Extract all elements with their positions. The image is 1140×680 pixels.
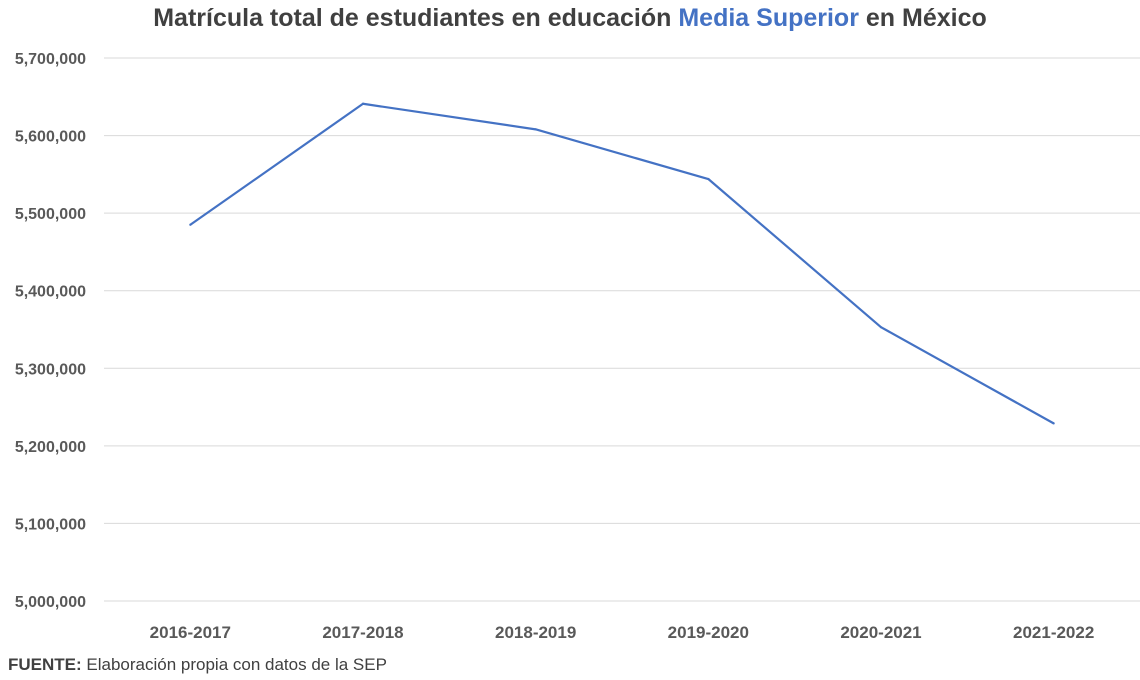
title-part: en México <box>858 4 987 32</box>
source-note: FUENTE: Elaboración propia con datos de … <box>8 655 387 675</box>
data-point <box>534 128 537 131</box>
chart-title: Matrícula total de estudiantes en educac… <box>0 4 1140 33</box>
source-label: FUENTE: <box>8 655 82 674</box>
x-tick-label: 2018-2019 <box>495 623 576 642</box>
series-line <box>189 102 1055 425</box>
data-point <box>189 223 192 226</box>
y-tick-label: 5,200,000 <box>15 439 86 456</box>
y-tick-label: 5,500,000 <box>15 206 86 223</box>
y-tick-label: 5,000,000 <box>15 594 86 611</box>
y-tick-label: 5,600,000 <box>15 129 86 146</box>
title-part: Matrícula total de estudiantes en educac… <box>153 4 679 32</box>
source-text: Elaboración propia con datos de la SEP <box>81 655 387 674</box>
x-tick-label: 2021-2022 <box>1013 623 1094 642</box>
y-tick-label: 5,300,000 <box>15 361 86 378</box>
data-point <box>879 326 883 329</box>
x-tick-label: 2020-2021 <box>840 623 921 642</box>
data-point <box>1052 422 1055 425</box>
x-tick-label: 2017-2018 <box>322 623 403 642</box>
data-point <box>361 102 365 105</box>
x-tick-label: 2016-2017 <box>150 623 231 642</box>
x-tick-label: 2019-2020 <box>668 623 749 642</box>
y-tick-label: 5,100,000 <box>15 516 86 533</box>
y-tick-label: 5,700,000 <box>15 51 86 68</box>
y-tick-label: 5,400,000 <box>15 284 86 301</box>
title-highlight: Media Superior <box>678 4 859 32</box>
data-point <box>707 177 710 181</box>
